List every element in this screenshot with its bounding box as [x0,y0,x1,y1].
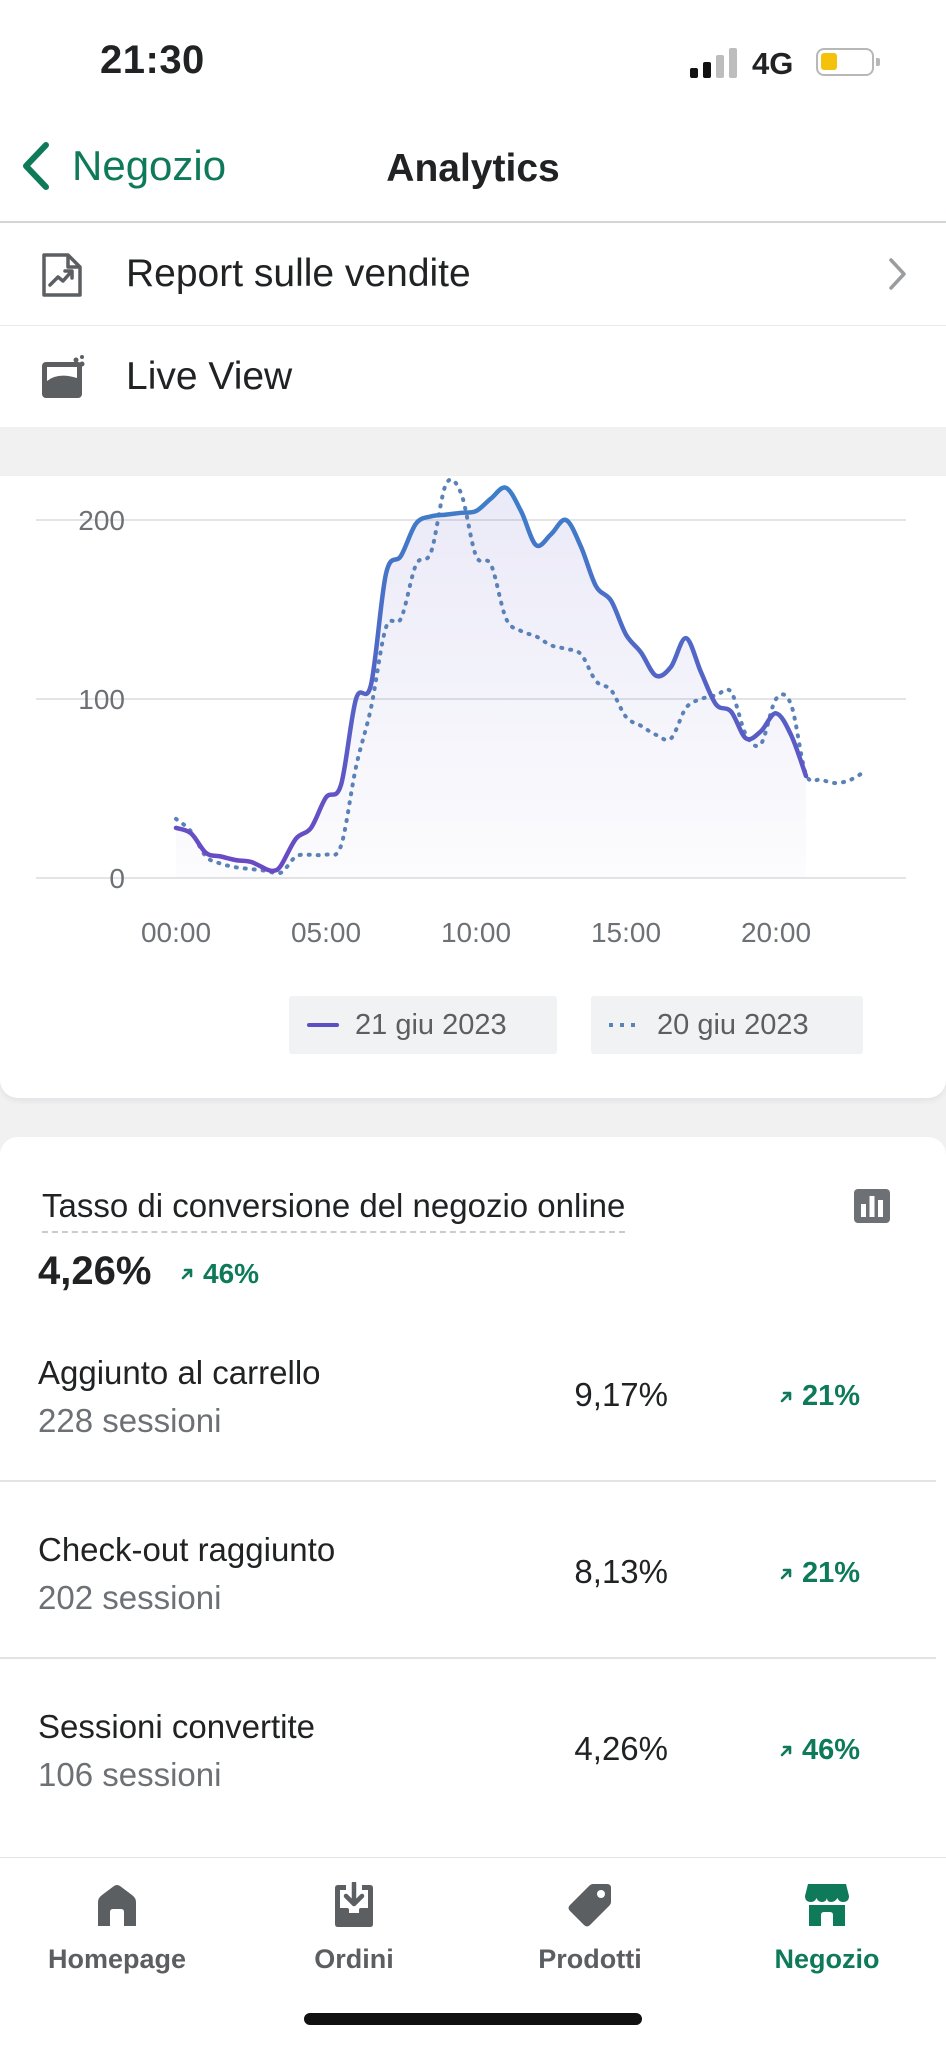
network-type: 4G [752,46,794,81]
legend-item-today[interactable]: 21 giu 2023 [289,996,557,1054]
analytics-menu: Report sulle vendite Live View [0,223,946,427]
row-label: Sessioni convertite [38,1708,315,1745]
home-icon [98,1885,136,1926]
bar-chart-icon[interactable] [854,1189,890,1223]
x-tick-label: 15:00 [591,917,661,948]
series-line-today [173,485,809,874]
page-title: Analytics [386,147,560,190]
status-bar: 21:30 4G [0,0,946,125]
arrow-up-right-icon [181,1268,193,1280]
cellular-signal-icon [690,48,740,78]
menu-item-label: Report sulle vendite [126,252,471,295]
status-time: 21:30 [100,38,205,82]
menu-item-live-view[interactable]: Live View [0,325,946,427]
store-icon [805,1884,849,1926]
delta-value: 21% [801,1380,860,1412]
row-label: Aggiunto al carrello [38,1354,321,1391]
tab-label: Prodotti [538,1944,642,1974]
delta-value: 46% [801,1734,860,1766]
menu-item-sales-report[interactable]: Report sulle vendite [0,223,946,325]
tab-label: Negozio [774,1944,880,1974]
x-tick-label: 00:00 [141,917,211,948]
tab-homepage[interactable]: Homepage [17,1882,217,1975]
row-value: 4,26% [574,1730,668,1767]
back-button-label: Negozio [72,142,227,189]
bottom-tab-bar: Homepage Ordini Prodotti Negozio [0,1857,946,2048]
tab-label: Ordini [314,1944,394,1974]
row-value: 9,17% [574,1376,668,1413]
delta-value: 46% [203,1258,260,1289]
funnel-row-checkout-reached: Check-out raggiunto 202 sessioni 8,13% 2… [0,1501,936,1677]
sales-report-icon [42,253,82,297]
back-button[interactable]: Negozio [18,139,226,193]
conversion-value: 4,26% [38,1249,152,1293]
row-divider [0,1480,936,1482]
row-sessions: 202 sessioni [38,1579,222,1616]
home-indicator [304,2013,642,2025]
funnel-row-sessions-converted: Sessioni convertite 106 sessioni 4,26% 4… [0,1678,936,1854]
x-tick-label: 05:00 [291,917,361,948]
orders-icon [335,1882,373,1927]
delta-value: 21% [801,1557,860,1589]
live-view-icon [42,355,85,398]
tab-store[interactable]: Negozio [727,1882,927,1975]
conversion-rate-card: Tasso di conversione del negozio online … [0,1137,946,1857]
y-tick-label: 100 [78,684,125,715]
y-tick-label: 0 [109,863,125,894]
legend-label: 21 giu 2023 [355,1008,507,1041]
row-sessions: 228 sessioni [38,1402,222,1439]
legend-swatch-dotted [609,1023,641,1027]
funnel-row-added-to-cart: Aggiunto al carrello 228 sessioni 9,17% … [0,1324,936,1500]
x-tick-label: 10:00 [441,917,511,948]
series-line-yesterday [174,477,868,876]
legend-label: 20 giu 2023 [657,1008,809,1041]
sessions-chart-card: 200 100 0 00:00 05:00 10:00 15:00 20:00 21 giu … [0,476,946,1098]
chevron-left-icon [23,142,49,190]
tab-products[interactable]: Prodotti [490,1882,690,1975]
tab-orders[interactable]: Ordini [254,1882,454,1975]
row-delta: 46% [779,1734,860,1767]
legend-item-yesterday[interactable]: 20 giu 2023 [591,996,863,1054]
row-divider [0,1657,936,1659]
row-delta: 21% [779,1557,860,1590]
y-tick-label: 200 [78,505,125,536]
series-area-today [176,487,806,878]
conversion-title[interactable]: Tasso di conversione del negozio online [42,1187,626,1233]
chevron-right-icon [889,258,906,290]
tab-label: Homepage [47,1944,187,1974]
battery-icon [816,48,880,76]
arrow-up-right-icon [780,1745,792,1756]
x-tick-label: 20:00 [741,917,811,948]
arrow-up-right-icon [780,1391,792,1402]
row-value: 8,13% [574,1553,668,1590]
line-chart: 200 100 0 00:00 05:00 10:00 15:00 20:00 [36,477,906,948]
row-label: Check-out raggiunto [38,1531,336,1568]
arrow-up-right-icon [780,1568,792,1579]
menu-item-label: Live View [126,354,293,398]
row-sessions: 106 sessioni [38,1756,222,1793]
conversion-delta: 46% [180,1258,259,1290]
navigation-bar: Negozio Analytics [0,125,946,223]
legend-swatch-solid [307,1023,339,1027]
row-delta: 21% [779,1380,860,1413]
tag-icon [568,1884,611,1927]
